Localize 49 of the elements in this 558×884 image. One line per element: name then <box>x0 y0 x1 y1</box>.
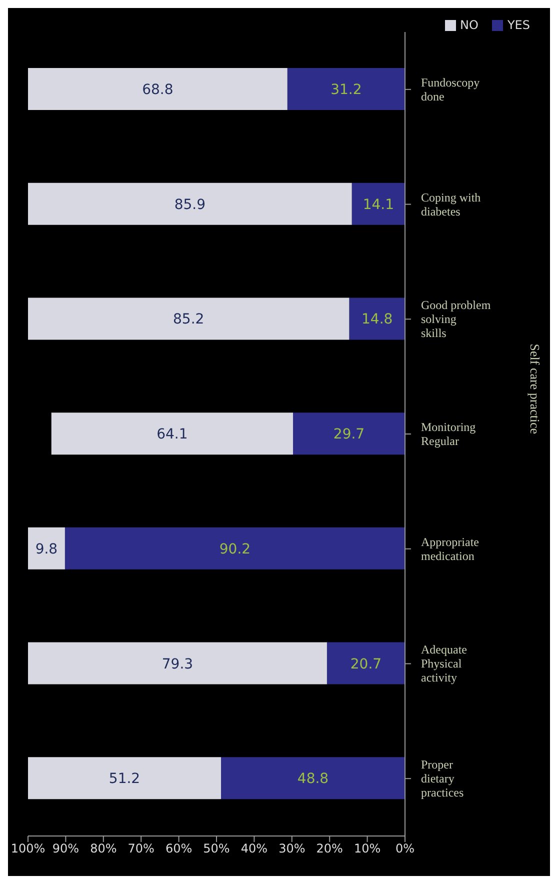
data-label: 9.8 <box>35 541 58 558</box>
legend-label: NO <box>459 18 478 32</box>
y-tick-label: Coping with diabetes <box>421 190 481 218</box>
data-label: 14.1 <box>362 196 394 213</box>
x-tick-label: 30% <box>278 842 306 856</box>
data-label: 20.7 <box>350 656 382 672</box>
y-tick-label: Appropriate medication <box>421 534 479 563</box>
data-label: 90.2 <box>219 541 251 558</box>
y-tick-label: Adequate Physical activity <box>421 642 467 685</box>
x-tick-label: 60% <box>165 842 192 856</box>
data-label: 31.2 <box>330 82 362 98</box>
bar <box>28 298 350 340</box>
data-label: 85.9 <box>174 196 206 213</box>
x-tick-label: 50% <box>203 842 230 856</box>
data-label: 79.3 <box>162 656 194 672</box>
legend-label: YES <box>506 18 530 32</box>
x-tick-label: 100% <box>10 842 46 856</box>
bar <box>293 412 405 455</box>
bar <box>28 757 222 800</box>
x-tick-label: 0% <box>395 842 415 856</box>
data-label: 48.8 <box>297 771 329 788</box>
bar <box>28 527 65 570</box>
bar <box>51 412 294 455</box>
y-tick-label: Good problem solving skills <box>421 298 492 340</box>
y-tick-label: Fundoscopy done <box>421 75 480 104</box>
bar <box>28 182 352 225</box>
bar <box>352 182 405 225</box>
x-tick-label: 10% <box>354 842 381 856</box>
data-label: 14.8 <box>362 312 393 328</box>
bar <box>326 642 405 684</box>
bar <box>28 68 288 110</box>
x-tick-label: 70% <box>128 842 154 856</box>
data-label: 85.2 <box>173 312 204 328</box>
x-tick-label: 20% <box>316 842 343 856</box>
bar <box>287 68 405 110</box>
bar <box>28 642 327 684</box>
data-label: 51.2 <box>108 771 140 788</box>
data-label: 64.1 <box>156 426 188 443</box>
x-tick-label: 40% <box>240 842 268 856</box>
x-tick-label: 90% <box>52 842 80 856</box>
bar <box>349 298 405 340</box>
data-label: 29.7 <box>333 426 365 443</box>
bar <box>221 757 405 800</box>
bar <box>64 527 405 570</box>
x-tick-label: 80% <box>90 842 117 856</box>
data-label: 68.8 <box>142 82 174 98</box>
y-tick-label: Monitoring Regular <box>421 420 476 448</box>
y-axis-title: Self care practice <box>527 344 542 434</box>
y-tick-label: Proper dietary practices <box>421 758 464 800</box>
